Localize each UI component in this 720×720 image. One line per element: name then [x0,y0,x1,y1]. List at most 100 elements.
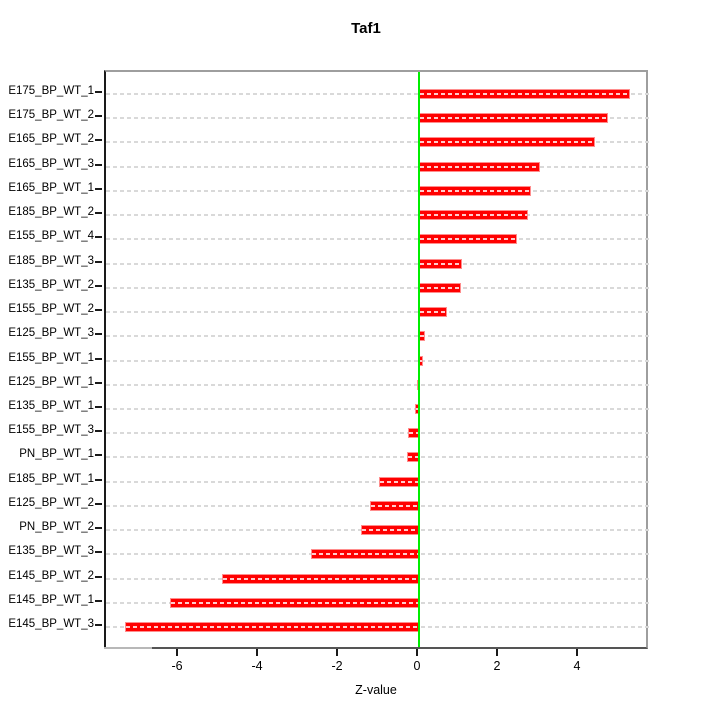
zero-reference-line [418,72,420,647]
gridline [106,335,650,338]
y-axis-tick [95,139,102,142]
bar-grid-overlay [420,335,424,338]
bar-E185_BP_WT_2 [419,210,529,221]
y-axis-label: E155_BP_WT_1 [8,351,94,364]
y-axis-label: PN_BP_WT_1 [19,448,94,461]
x-axis-tick-label: 2 [493,659,501,673]
y-axis-tick [95,599,102,602]
bar-grid-overlay [420,286,460,289]
bar-grid-overlay [420,189,530,192]
bar-grid-overlay [420,262,461,265]
bar-grid-overlay [409,432,418,435]
x-axis-tick-label: -2 [331,659,343,673]
y-axis-tick [95,502,102,505]
y-axis-tick [95,624,102,627]
y-axis-tick [95,357,102,360]
y-axis-label: E135_BP_WT_3 [8,545,94,558]
y-axis-tick [95,333,102,336]
y-axis-label: E175_BP_WT_2 [8,109,94,122]
bar-grid-overlay [420,117,607,120]
y-axis-tick [95,551,102,554]
y-axis-label: PN_BP_WT_2 [19,521,94,534]
y-axis-tick [95,260,102,263]
y-axis-tick [95,527,102,530]
bar-grid-overlay [420,141,594,144]
x-axis-tick-label: -6 [171,659,183,673]
x-axis-tick-label: 0 [413,659,421,673]
y-axis-tick [95,478,102,481]
bar-grid-overlay [312,553,418,556]
gridline [106,117,650,120]
bar-E185_BP_WT_3 [419,258,462,269]
gridline [106,93,650,95]
y-axis-label: E125_BP_WT_1 [8,375,94,388]
y-axis-tick [95,405,102,408]
bar-grid-overlay [420,93,630,95]
y-axis-label: E135_BP_WT_1 [8,399,94,412]
gridline [106,456,650,459]
y-axis-tick [95,430,102,433]
bar-E145_BP_WT_1 [170,597,419,608]
y-axis-tick [95,454,102,457]
x-axis-tick [576,649,578,656]
bar-grid-overlay [223,577,418,580]
gridline [106,189,650,192]
bar-grid-overlay [361,529,418,532]
y-axis-tick [95,309,102,312]
y-axis-tick [95,575,102,578]
gridline [106,165,650,168]
bar-grid-overlay [420,311,446,314]
y-axis-label: E155_BP_WT_4 [8,230,94,243]
bar-E165_BP_WT_2 [419,137,595,148]
bar-grid-overlay [420,359,422,362]
gridline [106,262,650,265]
bar-E165_BP_WT_3 [419,161,541,172]
gridline [106,214,650,217]
y-axis-tick [95,91,102,93]
bar-grid-overlay [370,504,418,507]
plot-area [104,70,650,649]
x-axis-tick-label: -4 [251,659,263,673]
y-axis-tick [95,115,102,118]
y-axis-tick [95,381,102,384]
y-axis-tick [95,187,102,190]
y-axis-tick [95,236,102,239]
bar-grid-overlay [126,626,418,629]
bar-grid-overlay [420,165,540,168]
x-axis-tick-label: 4 [573,659,581,673]
y-axis-label: E145_BP_WT_1 [8,593,94,606]
bar-E175_BP_WT_2 [419,113,608,124]
y-axis-label: E145_BP_WT_2 [8,569,94,582]
bar-grid-overlay [171,601,418,604]
x-axis-tick [176,649,178,656]
bar-grid-overlay [416,407,418,410]
y-axis-label: E135_BP_WT_2 [8,278,94,291]
x-axis-tick [336,649,338,656]
gridline [106,238,650,241]
y-axis-label: E125_BP_WT_3 [8,327,94,340]
x-axis-tick [496,649,498,656]
y-axis-label: E165_BP_WT_2 [8,133,94,146]
gridline [106,141,650,144]
bar-E125_BP_WT_2 [369,500,419,511]
bar-PN_BP_WT_2 [360,525,419,536]
y-axis-label: E185_BP_WT_3 [8,254,94,267]
bar-grid-overlay [420,214,528,217]
bar-E145_BP_WT_3 [125,622,419,633]
gridline [106,432,650,435]
y-axis-label: E145_BP_WT_3 [8,618,94,631]
bar-E155_BP_WT_2 [419,307,447,318]
gridline [106,407,650,410]
y-axis-label: E185_BP_WT_2 [8,206,94,219]
bar-E175_BP_WT_1 [419,89,631,99]
gridline [106,359,650,362]
y-axis-tick [95,212,102,215]
bar-E155_BP_WT_4 [419,234,517,245]
y-axis-label: E175_BP_WT_1 [8,85,94,97]
bar-grid-overlay [420,238,516,241]
bar-E145_BP_WT_2 [222,573,419,584]
bar-grid-overlay [407,456,418,459]
chart-title: Taf1 [351,20,381,37]
y-axis-tick [95,163,102,166]
